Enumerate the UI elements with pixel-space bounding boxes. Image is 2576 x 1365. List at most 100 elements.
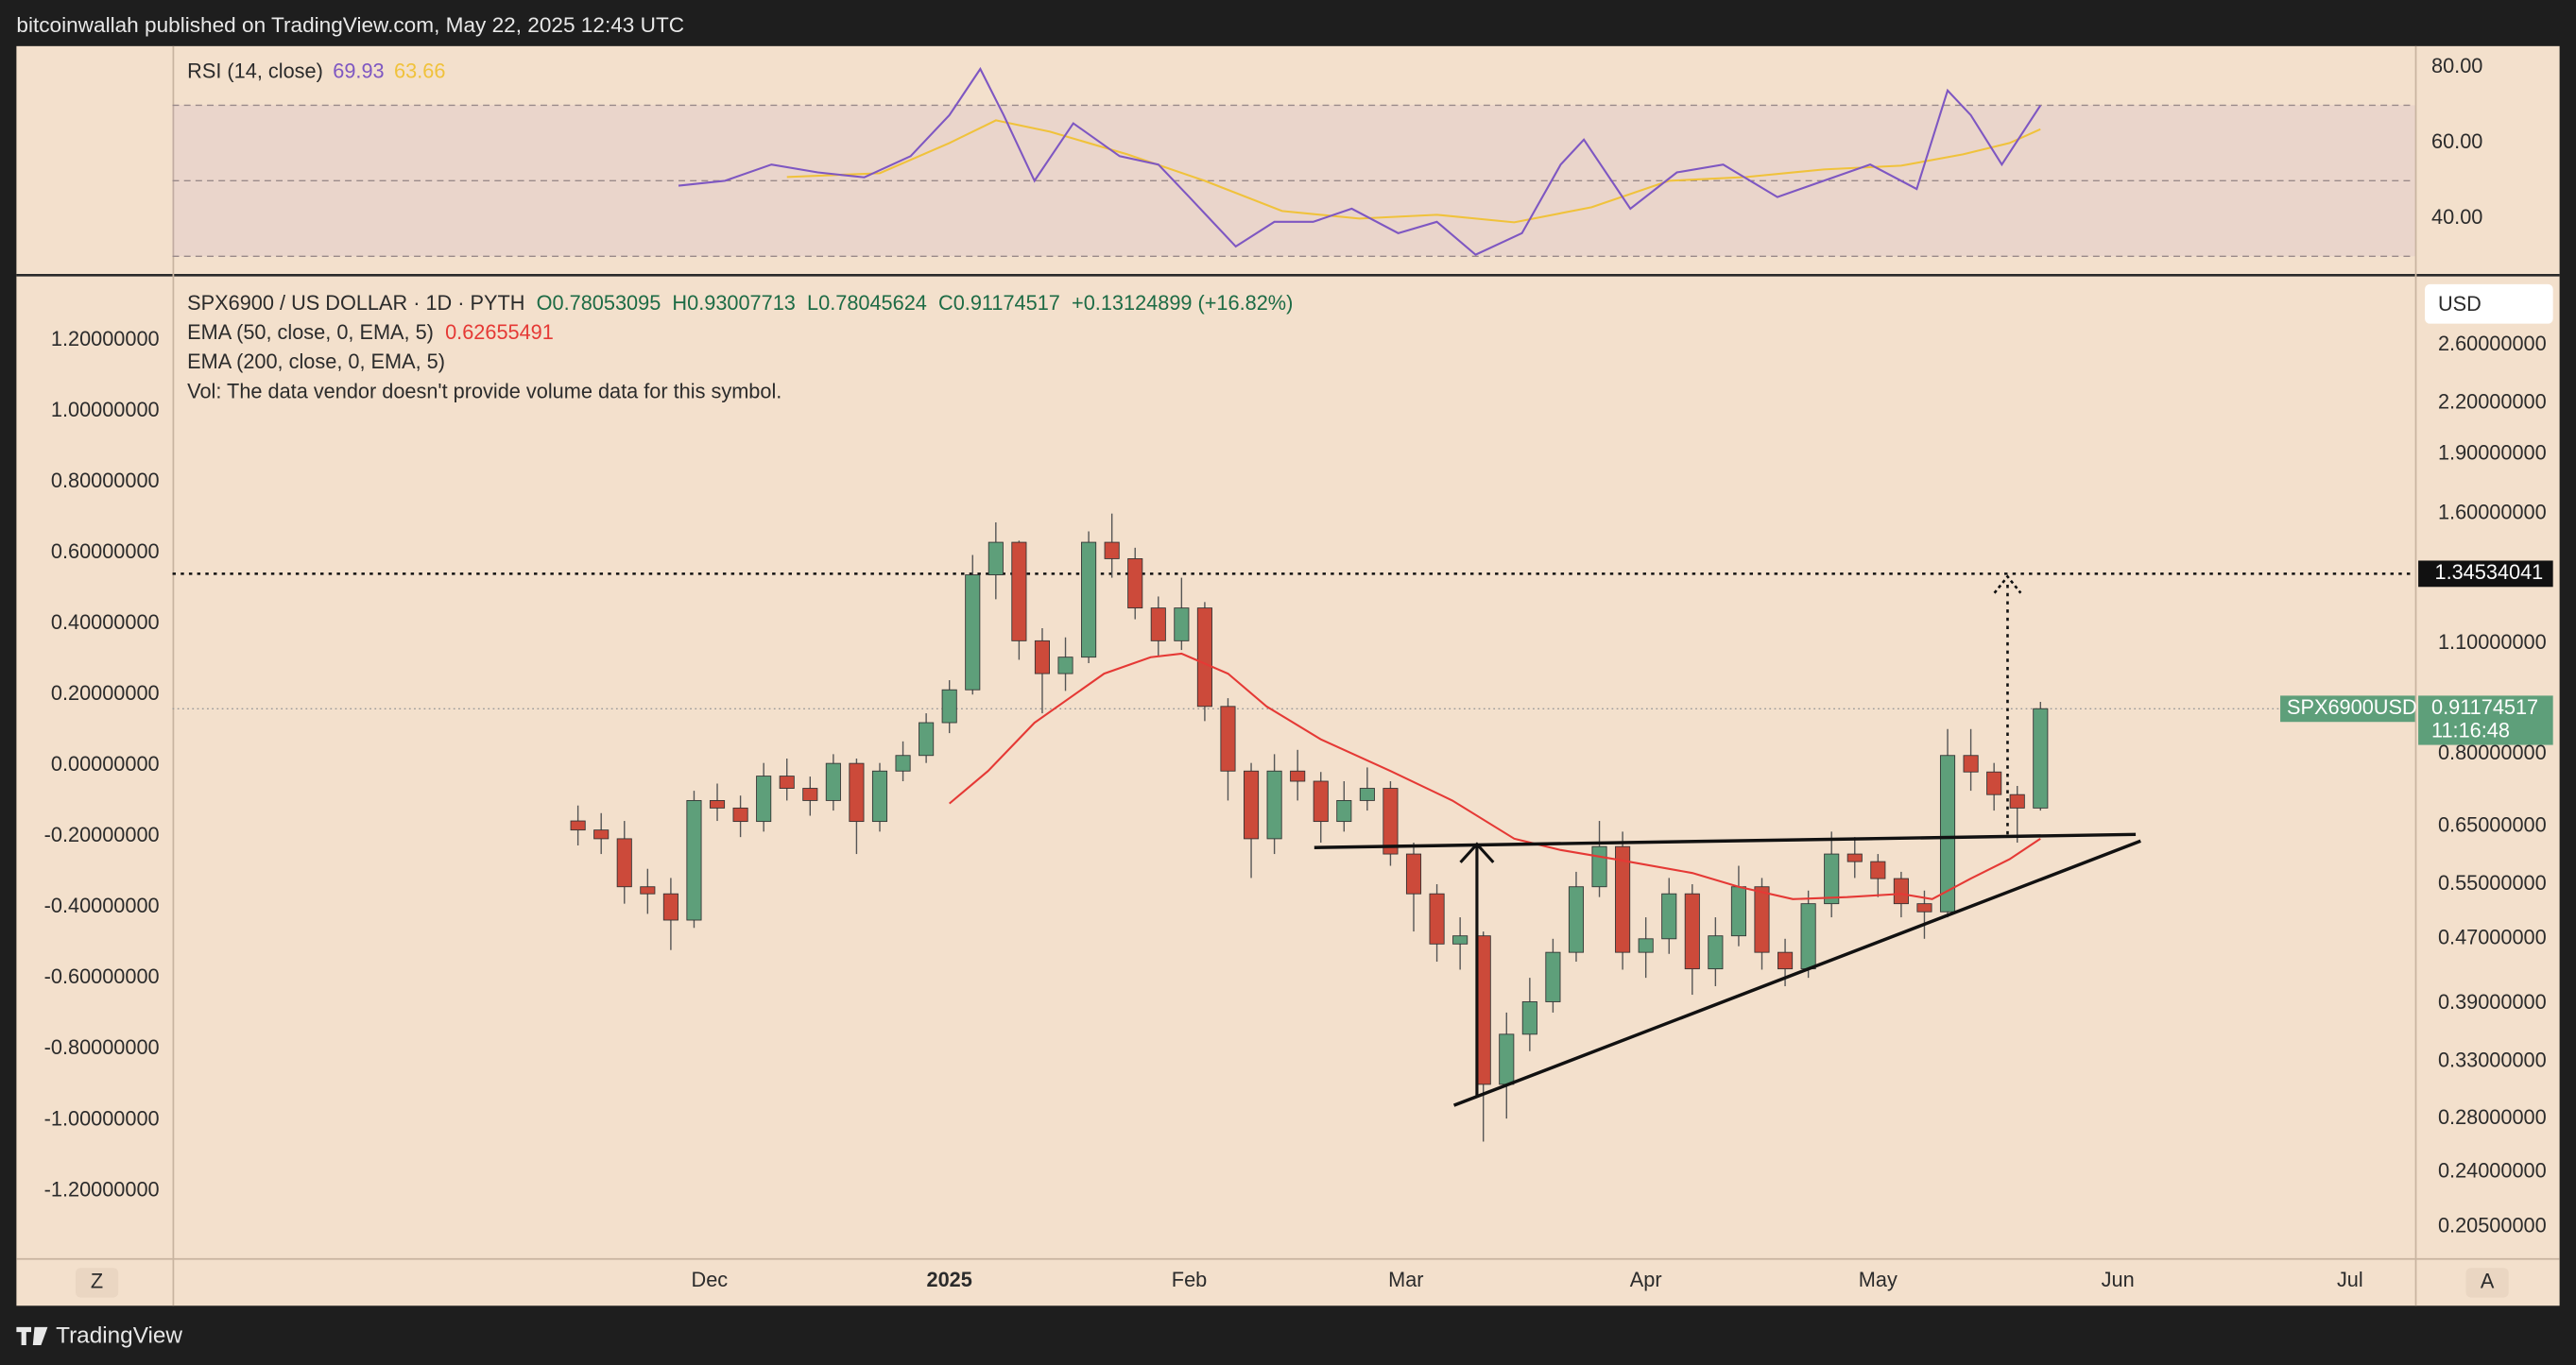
publish-header: bitcoinwallah published on TradingView.c… bbox=[16, 13, 684, 37]
level-label-box bbox=[2418, 560, 2553, 588]
rsi-tick-label: 60.00 bbox=[2431, 129, 2482, 153]
left-tick-label: 1.20000000 bbox=[51, 327, 160, 350]
candle-body bbox=[1730, 886, 1746, 937]
candle-body bbox=[895, 755, 911, 772]
candle-body bbox=[1963, 755, 1979, 773]
candle-body bbox=[825, 762, 841, 801]
y-tick-label: 1.60000000 bbox=[2438, 500, 2547, 523]
y-tick-label: 0.33000000 bbox=[2438, 1048, 2547, 1071]
rsi-legend: RSI (14, close) 69.93 63.66 bbox=[187, 59, 445, 82]
target-arrow-head bbox=[1993, 574, 2022, 594]
ohlc-low: L0.78045624 bbox=[807, 291, 927, 315]
candle-body bbox=[1359, 788, 1375, 801]
candle-body bbox=[1824, 853, 1840, 905]
candle-body bbox=[987, 541, 1004, 575]
ohlc-change: +0.13124899 (+16.82%) bbox=[1072, 291, 1293, 315]
candle-body bbox=[1382, 788, 1399, 855]
candle-body bbox=[1290, 770, 1306, 782]
timezone-button[interactable] bbox=[75, 1268, 119, 1298]
candle-body bbox=[1568, 886, 1585, 953]
candle-body bbox=[1777, 951, 1794, 970]
candle-body bbox=[1429, 893, 1445, 945]
left-tick-label: 0.40000000 bbox=[51, 610, 160, 634]
candle-body bbox=[1916, 903, 1932, 913]
x-tick-label: Apr bbox=[1630, 1268, 1662, 1291]
auto-scale-button[interactable] bbox=[2465, 1268, 2509, 1298]
candle-body bbox=[1405, 853, 1422, 895]
left-tick-label: -0.40000000 bbox=[44, 894, 160, 917]
currency-button[interactable] bbox=[2425, 283, 2553, 324]
candle-body bbox=[1243, 770, 1260, 840]
candle-body bbox=[1708, 935, 1724, 970]
y-tick-label: 0.39000000 bbox=[2438, 990, 2547, 1014]
auto-scale-label[interactable]: A bbox=[2481, 1270, 2495, 1293]
rsi-line bbox=[678, 66, 2042, 256]
candle-body bbox=[1684, 893, 1700, 970]
price-pane bbox=[172, 513, 2415, 1142]
candle-body bbox=[1939, 755, 1956, 913]
ema200-legend: EMA (200, close, 0, EMA, 5) bbox=[187, 350, 445, 373]
ohlc-open: O0.78053095 bbox=[537, 291, 661, 315]
candle-body bbox=[756, 776, 772, 823]
support-line bbox=[1452, 839, 2141, 1107]
rsi-value: 69.93 bbox=[333, 59, 384, 82]
y-tick-label: 0.47000000 bbox=[2438, 926, 2547, 949]
ema50-value: 0.62655491 bbox=[445, 320, 554, 344]
candle-body bbox=[1521, 1001, 1537, 1035]
rsi-line bbox=[786, 119, 2041, 224]
symbol-title: SPX6900 / US DOLLAR · 1D · PYTH bbox=[187, 291, 524, 315]
volume-note: Vol: The data vendor doesn't provide vol… bbox=[187, 379, 781, 402]
x-tick-label: Mar bbox=[1388, 1268, 1423, 1291]
rsi-pane bbox=[172, 66, 2415, 257]
countdown-label: 11:16:48 bbox=[2431, 718, 2510, 742]
y-tick-label: 0.28000000 bbox=[2438, 1105, 2547, 1129]
candle-body bbox=[1591, 845, 1607, 888]
left-tick-label: 0.00000000 bbox=[51, 752, 160, 776]
candle-body bbox=[871, 770, 888, 823]
left-tick-label: 0.60000000 bbox=[51, 539, 160, 563]
candle-body bbox=[1196, 607, 1212, 708]
left-tick-label: -1.20000000 bbox=[44, 1177, 160, 1201]
candle-body bbox=[2009, 793, 2025, 809]
candle-body bbox=[2033, 708, 2049, 809]
left-tick-label: -0.80000000 bbox=[44, 1035, 160, 1059]
candle-body bbox=[1545, 951, 1561, 1002]
symbol-legend: SPX6900 / US DOLLAR · 1D · PYTH O0.780530… bbox=[187, 291, 1293, 315]
price-label: 0.91174517 bbox=[2431, 695, 2538, 719]
candle-body bbox=[1893, 878, 1909, 905]
brand: TradingView bbox=[56, 1323, 182, 1349]
candle-body bbox=[1800, 903, 1816, 970]
symbol-tag-label: SPX6900USD bbox=[2287, 695, 2417, 719]
candle-body bbox=[1846, 853, 1863, 862]
x-tick-label: Feb bbox=[1172, 1268, 1207, 1291]
rsi-ma-value: 63.66 bbox=[394, 59, 445, 82]
ema50-name: EMA (50, close, 0, EMA, 5) bbox=[187, 320, 434, 344]
candle-body bbox=[1220, 706, 1236, 772]
candle-body bbox=[941, 689, 957, 724]
candle-body bbox=[965, 574, 981, 691]
candle-body bbox=[1661, 893, 1677, 940]
tradingview-logo bbox=[16, 1326, 48, 1345]
candle-body bbox=[1452, 935, 1468, 945]
candle-body bbox=[1266, 770, 1282, 840]
candle-body bbox=[732, 807, 748, 823]
y-tick-label: 2.20000000 bbox=[2438, 389, 2547, 413]
candle-body bbox=[616, 838, 632, 888]
candle-body bbox=[1313, 780, 1329, 823]
x-tick-label: Jul bbox=[2337, 1268, 2363, 1291]
candle-body bbox=[1104, 541, 1120, 559]
candle-body bbox=[1057, 657, 1073, 674]
y-tick-label: 0.24000000 bbox=[2438, 1158, 2547, 1182]
candle-body bbox=[1150, 607, 1166, 641]
candle-body bbox=[802, 788, 818, 801]
left-tick-label: -1.00000000 bbox=[44, 1106, 160, 1130]
candle-body bbox=[1011, 541, 1027, 641]
level-label: 1.34534041 bbox=[2434, 560, 2543, 584]
timezone-label[interactable]: Z bbox=[91, 1270, 103, 1293]
candle-body bbox=[1336, 799, 1352, 823]
candle-body bbox=[1638, 938, 1654, 953]
currency-label[interactable]: USD bbox=[2438, 292, 2482, 316]
candle-body bbox=[1174, 607, 1190, 641]
candle-body bbox=[1754, 886, 1770, 953]
